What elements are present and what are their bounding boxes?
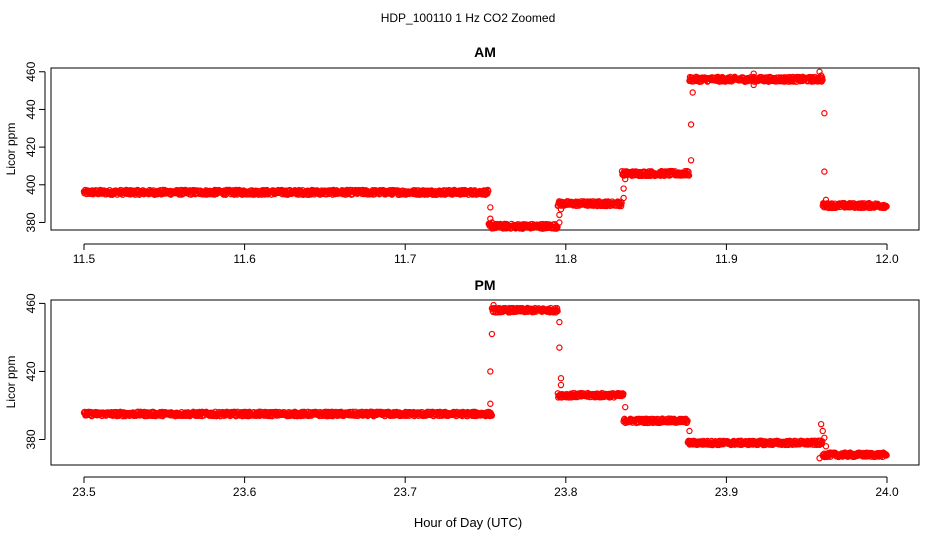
data-point bbox=[685, 172, 693, 179]
data-point bbox=[818, 75, 825, 82]
data-point-transition bbox=[817, 420, 825, 428]
data-point bbox=[883, 203, 890, 210]
data-point-transition bbox=[750, 70, 757, 77]
data-point bbox=[617, 202, 625, 210]
y-tick-label-pm: 460 bbox=[24, 293, 38, 313]
y-tick-label-pm: 380 bbox=[24, 429, 38, 449]
data-point-transition bbox=[821, 110, 828, 117]
x-tick-label-pm: 23.5 bbox=[72, 485, 96, 499]
data-point-transition bbox=[487, 368, 494, 375]
data-point-transition bbox=[687, 121, 695, 128]
data-point-transition bbox=[821, 168, 828, 175]
y-tick-label-am: 440 bbox=[24, 99, 38, 119]
data-point-transition bbox=[557, 206, 565, 213]
data-point-transition bbox=[750, 81, 757, 89]
x-tick-label-am: 11.9 bbox=[715, 252, 738, 266]
data-point-transition bbox=[556, 211, 563, 219]
x-tick-label-am: 11.7 bbox=[394, 252, 417, 266]
plot-frame-am bbox=[50, 67, 920, 231]
data-point-transition bbox=[487, 215, 494, 222]
x-tick-label-am: 11.8 bbox=[555, 252, 578, 266]
data-point-transition bbox=[620, 194, 627, 202]
panel-title-am: AM bbox=[474, 44, 496, 60]
data-point bbox=[883, 452, 890, 459]
data-point-transition bbox=[822, 443, 830, 450]
data-point bbox=[488, 412, 496, 419]
y-tick-label-am: 400 bbox=[24, 174, 38, 194]
y-axis-label-pm: Licor ppm bbox=[4, 356, 18, 409]
data-point-transition bbox=[487, 204, 494, 211]
data-point-transition bbox=[557, 375, 565, 382]
data-point-transition bbox=[821, 434, 828, 441]
data-point-transition bbox=[488, 219, 496, 226]
data-point-transition bbox=[622, 175, 629, 183]
x-tick-label-am: 11.6 bbox=[233, 252, 256, 266]
data-point-transition bbox=[687, 157, 695, 164]
data-point bbox=[685, 168, 692, 176]
data-point-transition bbox=[816, 455, 823, 462]
data-point-transition bbox=[622, 403, 629, 411]
y-tick-label-am: 460 bbox=[24, 61, 38, 81]
data-point-transition bbox=[822, 196, 830, 204]
data-point-transition bbox=[819, 427, 826, 435]
data-point bbox=[620, 390, 627, 398]
y-tick-label-pm: 420 bbox=[24, 361, 38, 381]
data-point bbox=[554, 307, 561, 315]
data-point-transition bbox=[557, 381, 565, 389]
x-tick-label-pm: 23.6 bbox=[233, 485, 257, 499]
data-point bbox=[553, 305, 561, 312]
data-point-transition bbox=[556, 219, 563, 226]
plot-frame-pm bbox=[50, 299, 920, 466]
data-point-transition bbox=[620, 185, 627, 192]
data-point bbox=[684, 417, 691, 424]
data-point-transition bbox=[488, 330, 496, 338]
series-points-am bbox=[80, 68, 890, 232]
x-tick-label-pm: 23.8 bbox=[554, 485, 578, 499]
x-axis-label: Hour of Day (UTC) bbox=[414, 515, 522, 530]
x-tick-label-am: 11.5 bbox=[73, 252, 96, 266]
data-point-transition bbox=[487, 400, 494, 407]
series-points-pm bbox=[80, 301, 890, 462]
data-point-transition bbox=[490, 301, 497, 309]
x-tick-label-pm: 23.9 bbox=[715, 485, 739, 499]
data-point-transition bbox=[817, 72, 825, 79]
x-tick-label-pm: 23.7 bbox=[394, 485, 418, 499]
y-tick-label-am: 380 bbox=[24, 212, 38, 232]
data-point-transition bbox=[689, 89, 696, 96]
figure-title: HDP_100110 1 Hz CO2 Zoomed bbox=[381, 11, 556, 25]
data-point-transition bbox=[556, 318, 563, 326]
y-axis-label-am: Licor ppm bbox=[4, 123, 18, 176]
data-point-transition bbox=[686, 427, 693, 435]
panel-am: AM Licor ppm 11.5 11.6 11.7 11.8 11.9 12.0 380… bbox=[4, 44, 920, 266]
panel-pm: PM Licor ppm 23.5 23.6 23.7 23.8 23.9 24.0 380… bbox=[4, 277, 920, 499]
data-point bbox=[485, 187, 492, 195]
x-tick-label-am: 12.0 bbox=[875, 252, 899, 266]
y-tick-label-am: 420 bbox=[24, 137, 38, 157]
x-tick-label-pm: 24.0 bbox=[875, 485, 899, 499]
data-point-transition bbox=[556, 344, 563, 351]
data-point-transition bbox=[816, 68, 823, 75]
panel-title-pm: PM bbox=[475, 277, 496, 293]
